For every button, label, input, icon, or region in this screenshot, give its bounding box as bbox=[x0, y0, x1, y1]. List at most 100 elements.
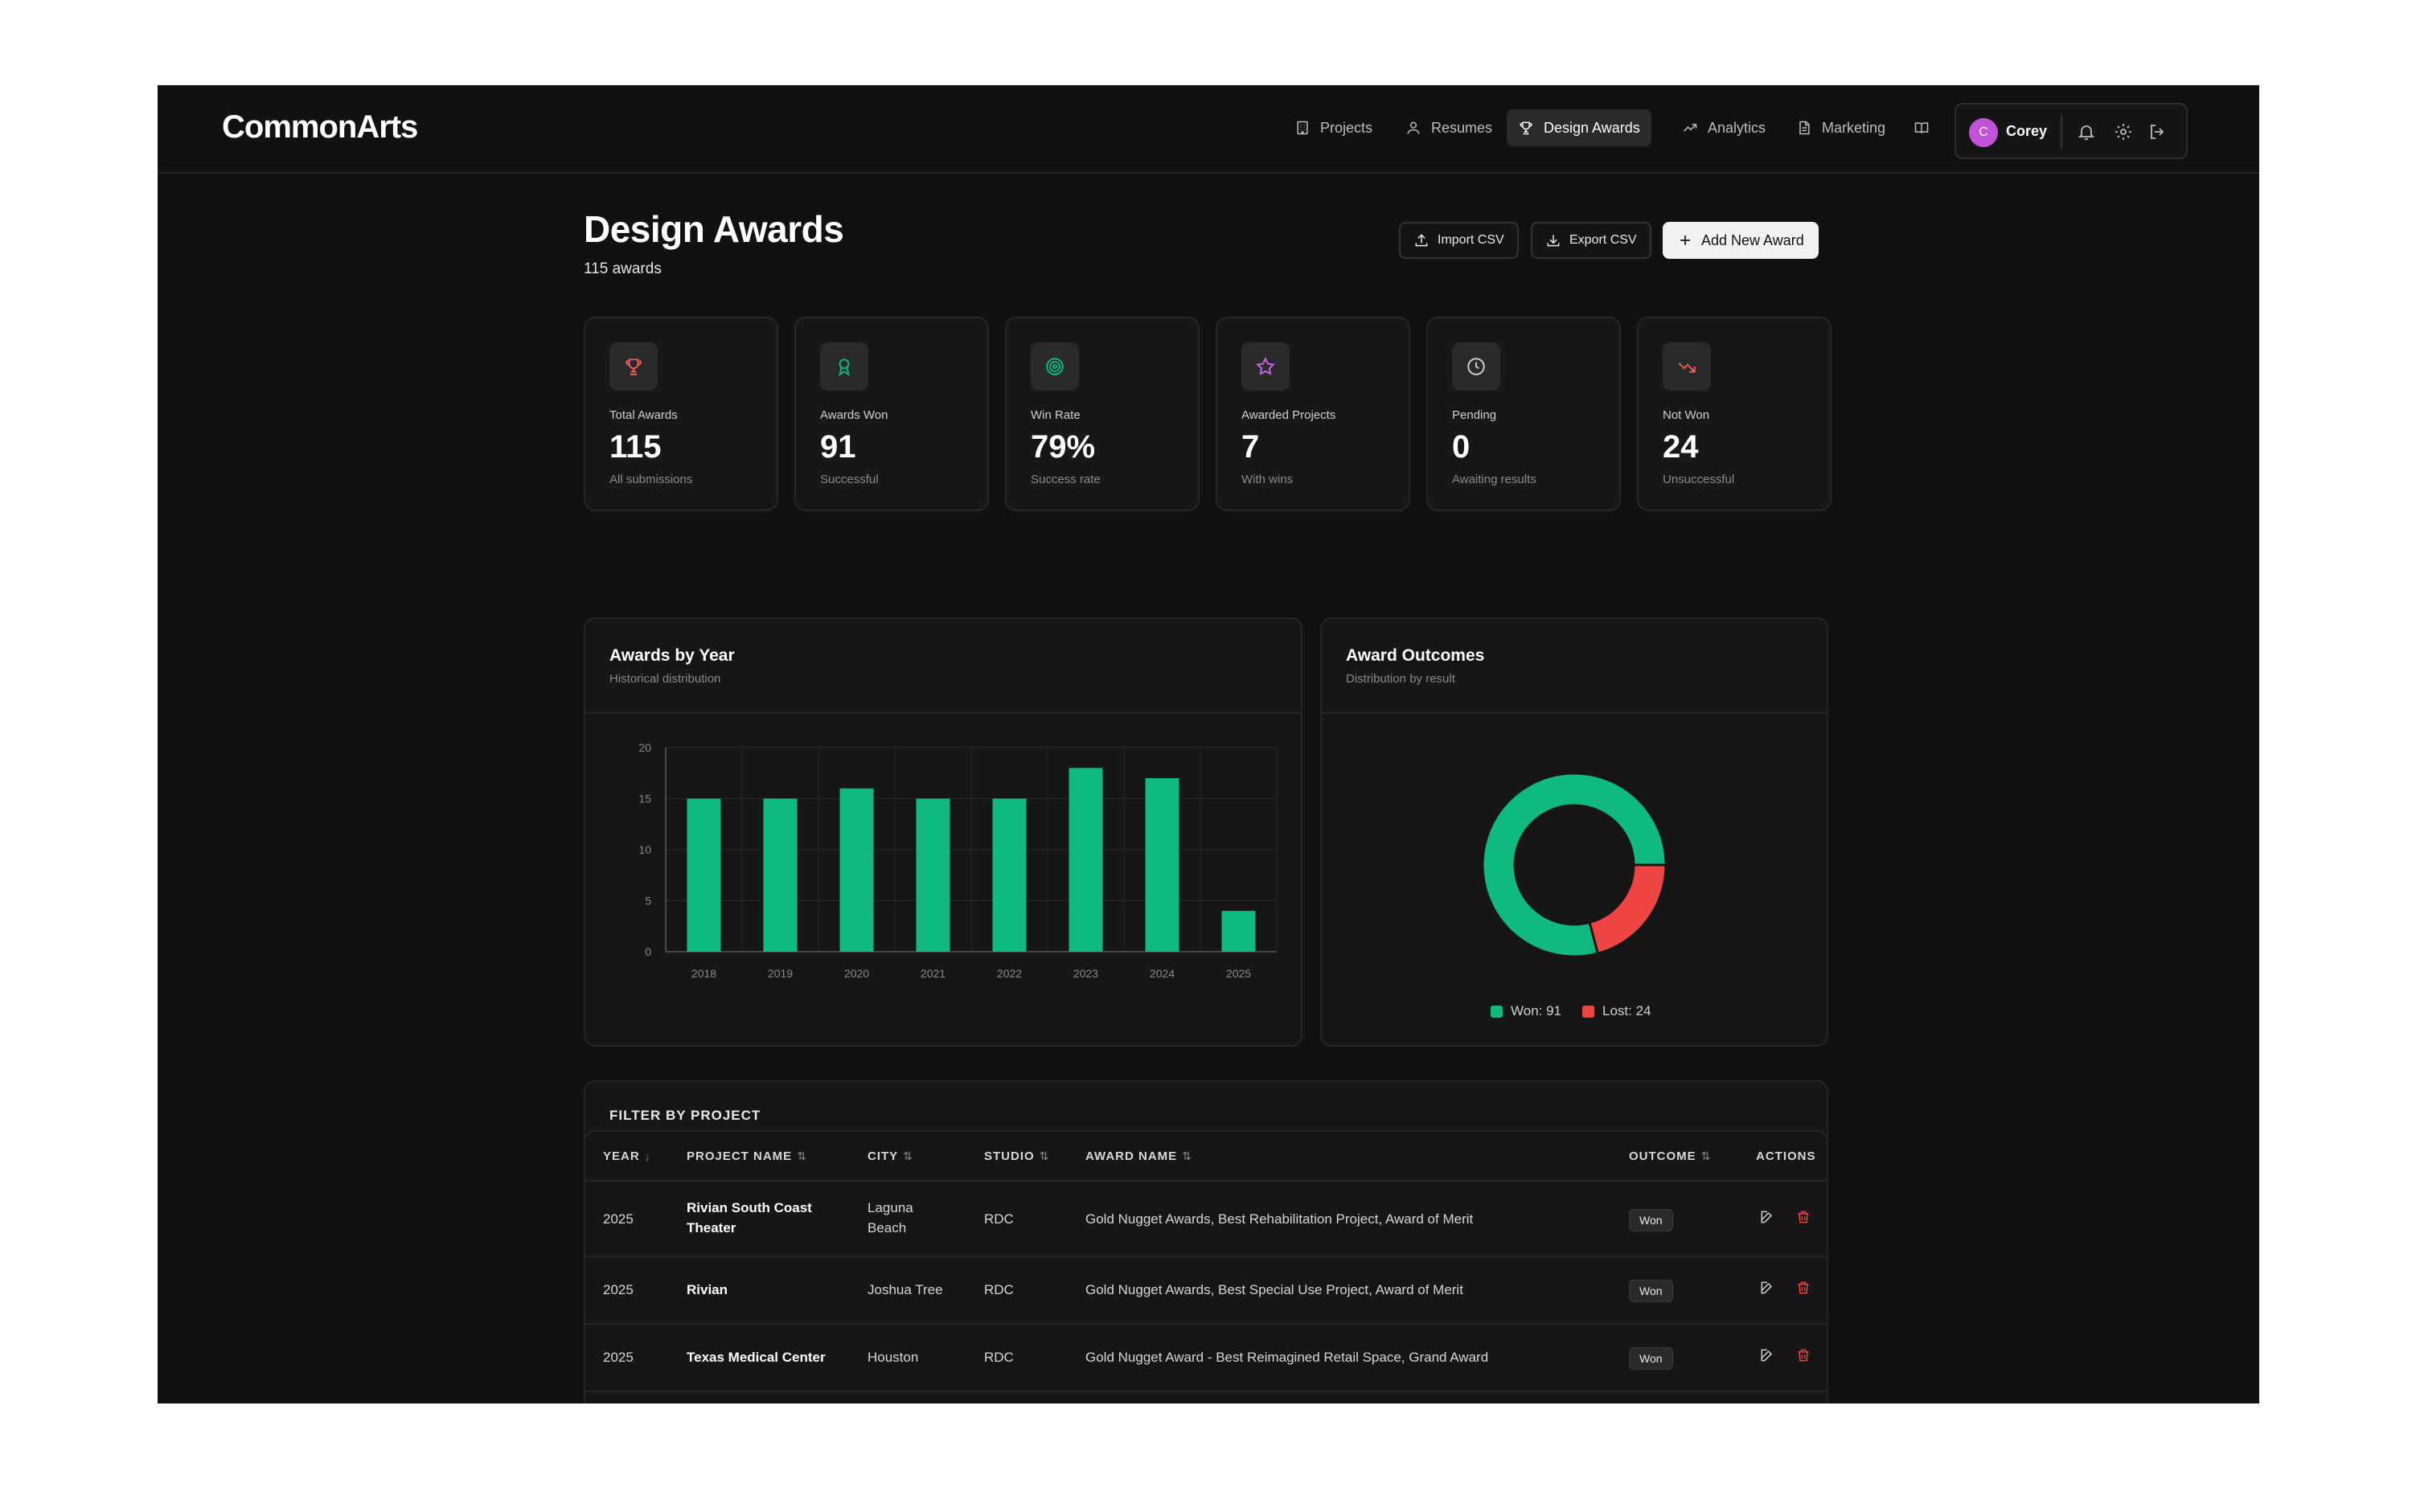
column-label: AWARD NAME bbox=[1085, 1149, 1178, 1163]
user-name[interactable]: Corey bbox=[2006, 123, 2048, 139]
stat-note: Unsuccessful bbox=[1663, 473, 1735, 486]
bar-2023[interactable] bbox=[1069, 768, 1103, 952]
bar-2019[interactable] bbox=[763, 798, 798, 953]
cell-year: 2025 bbox=[603, 1282, 634, 1297]
legend-swatch-lost bbox=[1582, 1005, 1594, 1018]
x-tick-label: 2022 bbox=[997, 967, 1022, 980]
outcome-badge: Won bbox=[1629, 1280, 1673, 1302]
gear-icon[interactable] bbox=[2114, 122, 2133, 141]
slice-won[interactable] bbox=[1481, 772, 1667, 958]
trash-icon[interactable] bbox=[1795, 1209, 1811, 1225]
nav-item-projects[interactable]: Projects bbox=[1283, 109, 1384, 146]
stat-card-pending: Pending 0 Awaiting results bbox=[1426, 317, 1621, 511]
trophy-icon bbox=[1518, 120, 1534, 136]
edit-icon[interactable] bbox=[1759, 1209, 1775, 1225]
divider bbox=[585, 712, 1301, 714]
stat-label: Awards Won bbox=[820, 408, 888, 422]
stat-value: 79% bbox=[1031, 429, 1096, 465]
bar-2018[interactable] bbox=[687, 798, 721, 953]
nav-item-analytics[interactable]: Analytics bbox=[1671, 109, 1777, 146]
x-tick-label: 2019 bbox=[768, 967, 793, 980]
legend-won: Won: 91 bbox=[1491, 1003, 1561, 1019]
x-tick-label: 2020 bbox=[844, 967, 869, 980]
column-header-award-name[interactable]: AWARD NAME ⇅ bbox=[1085, 1149, 1192, 1163]
button-label: Export CSV bbox=[1569, 233, 1637, 247]
table-row[interactable]: 2025 Texas Medical Center Houston RDC Go… bbox=[585, 1325, 1827, 1392]
x-tick-label: 2018 bbox=[691, 967, 716, 980]
slice-lost[interactable] bbox=[1588, 863, 1667, 956]
column-label: OUTCOME bbox=[1629, 1149, 1696, 1163]
top-navigation: CommonArts Projects Resumes Design Award… bbox=[158, 85, 2259, 174]
stat-label: Not Won bbox=[1663, 408, 1710, 422]
column-header-studio[interactable]: STUDIO ⇅ bbox=[984, 1149, 1048, 1163]
column-header-actions: ACTIONS bbox=[1756, 1149, 1816, 1163]
column-header-year[interactable]: YEAR ↓ bbox=[603, 1149, 650, 1163]
star-icon bbox=[1241, 342, 1290, 391]
cell-award-name: Gold Nugget Award - Best Reimagined Reta… bbox=[1085, 1350, 1489, 1365]
cell-city: Joshua Tree bbox=[868, 1282, 943, 1297]
import-csv-button[interactable]: Import CSV bbox=[1399, 222, 1519, 259]
nav-label: Analytics bbox=[1708, 119, 1766, 136]
bell-icon[interactable] bbox=[2077, 122, 2096, 141]
divider bbox=[585, 1391, 1827, 1392]
column-header-city[interactable]: CITY ⇅ bbox=[868, 1149, 913, 1163]
add-new-award-button[interactable]: Add New Award bbox=[1663, 222, 1819, 259]
stat-label: Win Rate bbox=[1031, 408, 1081, 422]
export-csv-button[interactable]: Export CSV bbox=[1531, 222, 1651, 259]
sort-down-icon: ↓ bbox=[644, 1149, 650, 1163]
nav-item-resumes[interactable]: Resumes bbox=[1394, 109, 1503, 146]
edit-icon[interactable] bbox=[1759, 1280, 1775, 1296]
stat-value: 0 bbox=[1452, 429, 1471, 465]
awards-table: YEAR ↓ PROJECT NAME ⇅ CITY ⇅ STUDIO ⇅ AWARD … bbox=[584, 1130, 1828, 1403]
button-label: Add New Award bbox=[1701, 232, 1804, 248]
column-header-project-name[interactable]: PROJECT NAME ⇅ bbox=[687, 1149, 806, 1163]
chart-title: Awards by Year bbox=[609, 646, 735, 665]
column-label: YEAR bbox=[603, 1149, 640, 1163]
x-tick-label: 2025 bbox=[1226, 967, 1251, 980]
trending-down-icon bbox=[1663, 342, 1711, 391]
sort-icon: ⇅ bbox=[1700, 1149, 1711, 1162]
project-name-line: Theater bbox=[687, 1220, 736, 1235]
cell-award-name: Gold Nugget Awards, Best Rehabilitation … bbox=[1085, 1211, 1474, 1227]
stat-label: Pending bbox=[1452, 408, 1497, 422]
nav-item-design-awards[interactable]: Design Awards bbox=[1507, 109, 1651, 146]
divider bbox=[2061, 114, 2062, 150]
trash-icon[interactable] bbox=[1795, 1280, 1811, 1296]
cell-project-name: Rivian bbox=[687, 1282, 728, 1297]
bar-2022[interactable] bbox=[992, 798, 1027, 953]
cell-year: 2025 bbox=[603, 1350, 634, 1365]
nav-item-marketing[interactable]: Marketing bbox=[1785, 109, 1897, 146]
bar-2021[interactable] bbox=[916, 798, 950, 953]
book-button[interactable] bbox=[1902, 109, 1941, 146]
bar-2024[interactable] bbox=[1145, 778, 1179, 952]
filter-label: FILTER BY PROJECT bbox=[609, 1108, 761, 1123]
cell-city: Laguna Beach bbox=[868, 1198, 913, 1238]
x-tick-label: 2021 bbox=[921, 967, 946, 980]
brand-logo[interactable]: CommonArts bbox=[222, 109, 418, 145]
city-line: Beach bbox=[868, 1220, 907, 1235]
avatar[interactable]: C bbox=[1969, 118, 1998, 147]
project-name-line: Rivian South Coast bbox=[687, 1200, 812, 1215]
awards-by-year-chart: 0 5 10 15 20 2018 2019 2020 2021 2022 2023 2024 2025 bbox=[638, 741, 1278, 980]
bar-2020[interactable] bbox=[839, 788, 874, 952]
upload-icon bbox=[1415, 234, 1428, 247]
column-label: STUDIO bbox=[984, 1149, 1035, 1163]
cell-project-name: Texas Medical Center bbox=[687, 1350, 826, 1365]
edit-icon[interactable] bbox=[1759, 1347, 1775, 1363]
divider bbox=[585, 1256, 1827, 1257]
column-label: CITY bbox=[868, 1149, 899, 1163]
y-tick-label: 0 bbox=[645, 945, 651, 958]
trash-icon[interactable] bbox=[1795, 1347, 1811, 1363]
column-label: PROJECT NAME bbox=[687, 1149, 793, 1163]
user-icon bbox=[1405, 120, 1421, 136]
stat-card-awarded-projects: Awarded Projects 7 With wins bbox=[1216, 317, 1410, 511]
divider bbox=[1322, 712, 1827, 714]
column-header-outcome[interactable]: OUTCOME ⇅ bbox=[1629, 1149, 1710, 1163]
stat-note: Awaiting results bbox=[1452, 473, 1536, 486]
table-row[interactable]: 2025 Rivian Joshua Tree RDC Gold Nugget … bbox=[585, 1257, 1827, 1325]
stat-value: 7 bbox=[1241, 429, 1260, 465]
logout-icon[interactable] bbox=[2147, 122, 2167, 141]
button-label: Import CSV bbox=[1438, 233, 1504, 247]
table-row[interactable]: 2025 Rivian South Coast Theater Laguna B… bbox=[585, 1182, 1827, 1257]
bar-2025[interactable] bbox=[1221, 911, 1256, 952]
